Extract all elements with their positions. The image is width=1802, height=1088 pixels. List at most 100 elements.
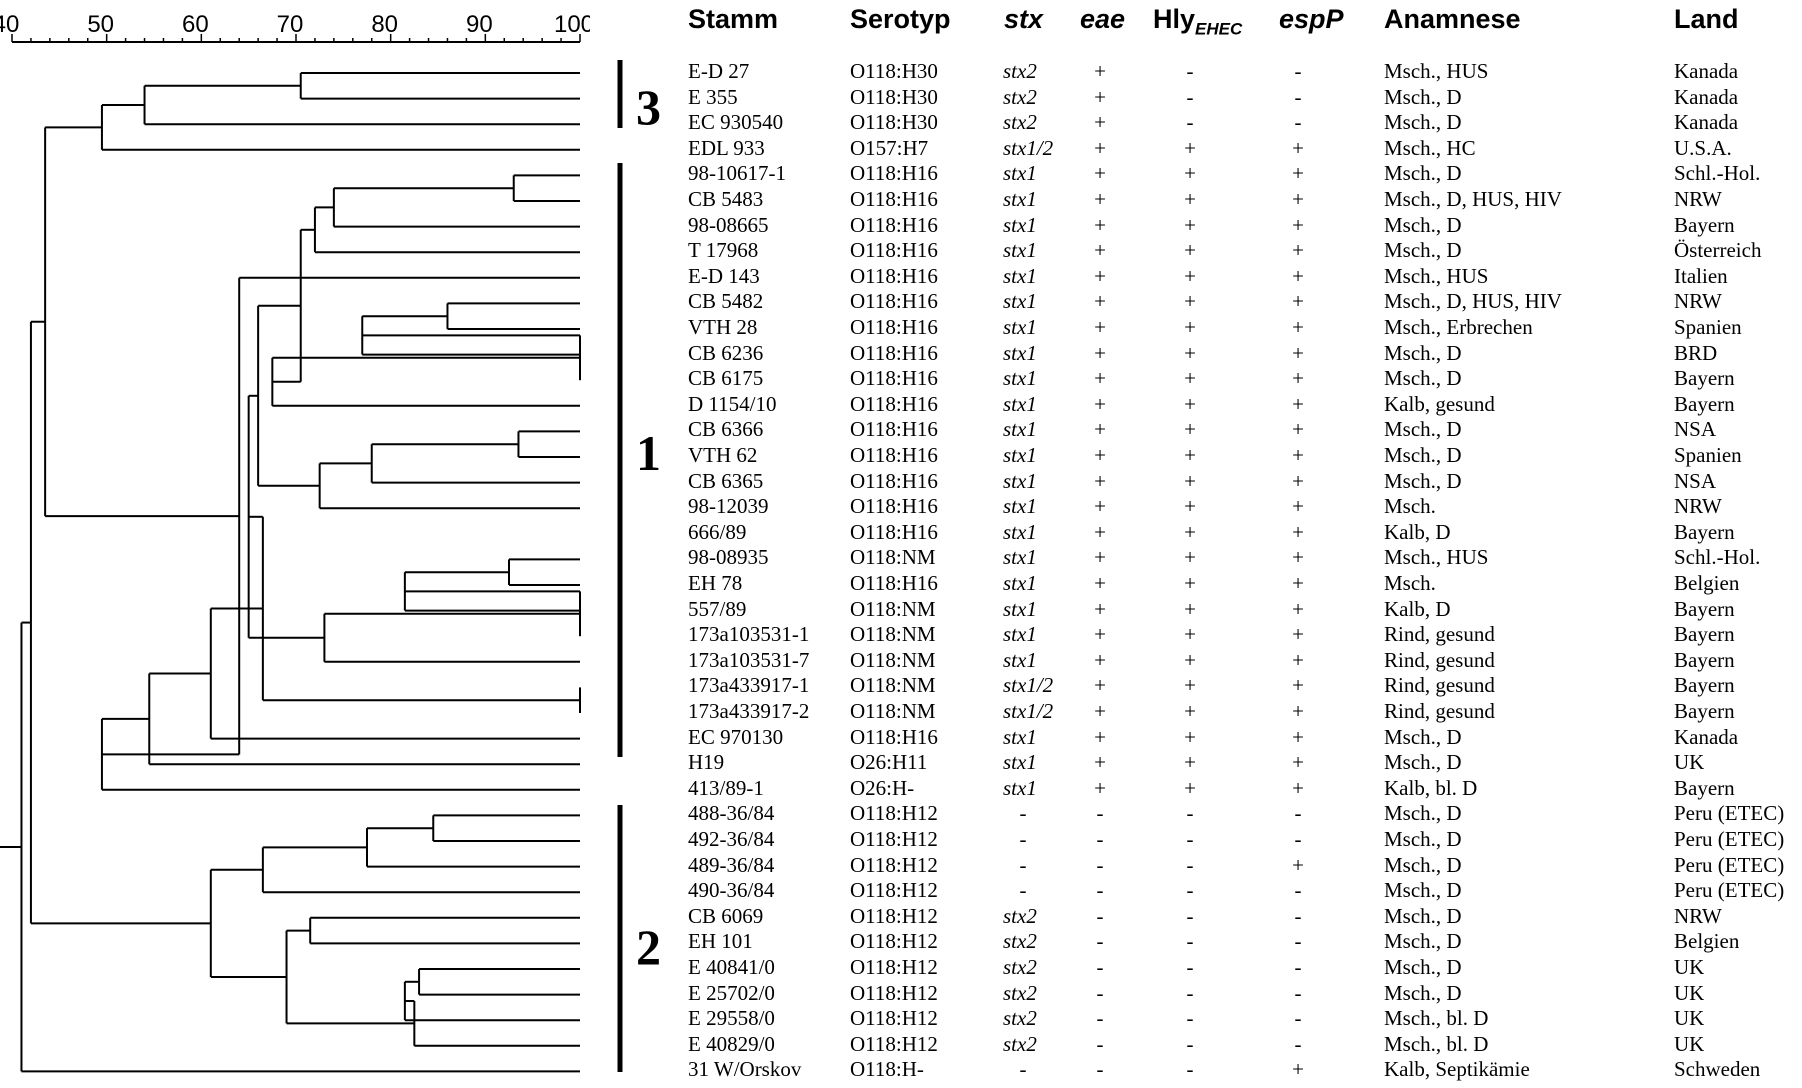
cell-stamm: 98-10617-1	[688, 161, 786, 186]
cell-stx: stx1	[1003, 161, 1037, 186]
cell-espp: -	[1294, 955, 1302, 979]
cell-anamnese: Msch., HUS	[1384, 59, 1489, 83]
cluster-label-3: 3	[636, 79, 661, 135]
cell-land: NRW	[1674, 903, 1722, 928]
cell-hly: -	[1186, 110, 1194, 135]
cell-hly: +	[1184, 699, 1196, 723]
cell-hly: +	[1184, 212, 1196, 237]
cell-serotyp: O118:H12	[850, 955, 938, 979]
cell-anamnese: Msch., D, HUS, HIV	[1384, 289, 1562, 314]
cell-anamnese: Msch., D	[1384, 724, 1462, 749]
cell-hly: +	[1184, 673, 1196, 698]
cell-anamnese: Msch., D	[1384, 238, 1462, 263]
cell-hly: -	[1186, 827, 1194, 851]
cell-hly: -	[1186, 852, 1194, 877]
cell-serotyp: O26:H11	[850, 750, 928, 775]
cell-hly: +	[1184, 647, 1196, 672]
cell-land: Spanien	[1674, 443, 1742, 467]
cell-land: UK	[1674, 955, 1705, 979]
cell-anamnese: Msch., Erbrechen	[1384, 315, 1533, 339]
cell-stamm: CB 6365	[688, 468, 764, 493]
cell-anamnese: Rind, gesund	[1384, 699, 1495, 723]
cell-serotyp: O118:H30	[850, 84, 938, 109]
cell-land: UK	[1674, 980, 1705, 1005]
cell-eae: +	[1094, 135, 1106, 160]
cell-espp: +	[1292, 750, 1304, 775]
cell-hly: +	[1184, 545, 1196, 570]
cell-espp: +	[1292, 340, 1304, 365]
cell-anamnese: Msch., bl. D	[1384, 1031, 1489, 1056]
cell-anamnese: Kalb, Septikämie	[1384, 1057, 1530, 1082]
cell-stamm: T 17968	[688, 238, 759, 263]
cell-land: NRW	[1674, 494, 1722, 519]
cell-hly: -	[1186, 1057, 1194, 1082]
cell-land: Peru (ETEC)	[1674, 852, 1785, 877]
cell-stx: stx2	[1003, 84, 1037, 109]
cell-stx: stx1	[1003, 263, 1037, 288]
cell-espp: +	[1292, 519, 1304, 544]
cell-land: Bayern	[1674, 366, 1735, 391]
cell-serotyp: O118:H16	[850, 519, 938, 544]
cell-hly: +	[1184, 417, 1196, 442]
cell-serotyp: O118:H16	[850, 289, 938, 314]
cell-stamm: 173a103531-1	[688, 622, 810, 647]
cell-stamm: EC 970130	[688, 724, 784, 749]
cell-stx: stx1	[1003, 750, 1037, 775]
cell-stamm: 490-36/84	[688, 878, 775, 903]
cell-land: Kanada	[1674, 724, 1739, 749]
cell-hly: +	[1184, 750, 1196, 775]
cell-espp: -	[1294, 980, 1302, 1005]
cell-eae: +	[1094, 699, 1106, 723]
cell-stx: stx1	[1003, 187, 1037, 211]
cell-serotyp: O118:H16	[850, 263, 938, 288]
cell-stamm: EH 78	[688, 571, 743, 595]
cell-eae: +	[1094, 187, 1106, 211]
cell-espp: +	[1292, 391, 1304, 416]
cell-eae: +	[1094, 340, 1106, 365]
cell-eae: +	[1094, 775, 1106, 800]
cell-eae: +	[1094, 84, 1106, 109]
cell-espp: +	[1292, 161, 1304, 186]
cell-anamnese: Msch., D	[1384, 110, 1462, 135]
cell-eae: +	[1094, 263, 1106, 288]
cell-hly: +	[1184, 161, 1196, 186]
cell-stamm: 98-08935	[688, 545, 769, 570]
cell-stx: stx1	[1003, 289, 1037, 314]
cell-anamnese: Msch., D	[1384, 827, 1462, 851]
cell-eae: +	[1094, 724, 1106, 749]
cell-hly: -	[1186, 1006, 1194, 1031]
cell-eae: -	[1096, 980, 1104, 1005]
cell-eae: +	[1094, 750, 1106, 775]
cell-espp: -	[1294, 903, 1302, 928]
cell-stx: stx2	[1003, 929, 1037, 954]
cell-espp: +	[1292, 545, 1304, 570]
cell-espp: +	[1292, 443, 1304, 467]
cell-espp: +	[1292, 238, 1304, 263]
cell-anamnese: Kalb, bl. D	[1384, 775, 1478, 800]
cell-stamm: CB 5483	[688, 187, 764, 211]
cell-eae: +	[1094, 443, 1106, 467]
cell-serotyp: O118:H16	[850, 571, 938, 595]
cell-stamm: CB 6069	[688, 903, 764, 928]
scale-tick-label: 50	[87, 11, 114, 38]
scale-tick-label: 80	[371, 11, 398, 38]
cell-serotyp: O118:NM	[850, 699, 936, 723]
header-espp: espP	[1279, 4, 1344, 34]
cell-stx: stx1	[1003, 622, 1037, 647]
cell-espp: -	[1294, 59, 1302, 83]
cell-eae: -	[1096, 852, 1104, 877]
cell-stamm: 489-36/84	[688, 852, 775, 877]
cell-stx: stx2	[1003, 903, 1037, 928]
cell-anamnese: Kalb, D	[1384, 596, 1451, 621]
cell-eae: -	[1096, 903, 1104, 928]
cell-land: Kanada	[1674, 110, 1739, 135]
cell-stx: stx1/2	[1003, 135, 1054, 160]
cell-anamnese: Msch., D	[1384, 750, 1462, 775]
cell-stamm: 31 W/Orskov	[688, 1057, 802, 1082]
cell-hly: -	[1186, 801, 1194, 826]
cell-land: Schl.-Hol.	[1674, 545, 1761, 570]
cell-serotyp: O118:NM	[850, 596, 936, 621]
cell-espp: +	[1292, 263, 1304, 288]
cell-hly: -	[1186, 1031, 1194, 1056]
